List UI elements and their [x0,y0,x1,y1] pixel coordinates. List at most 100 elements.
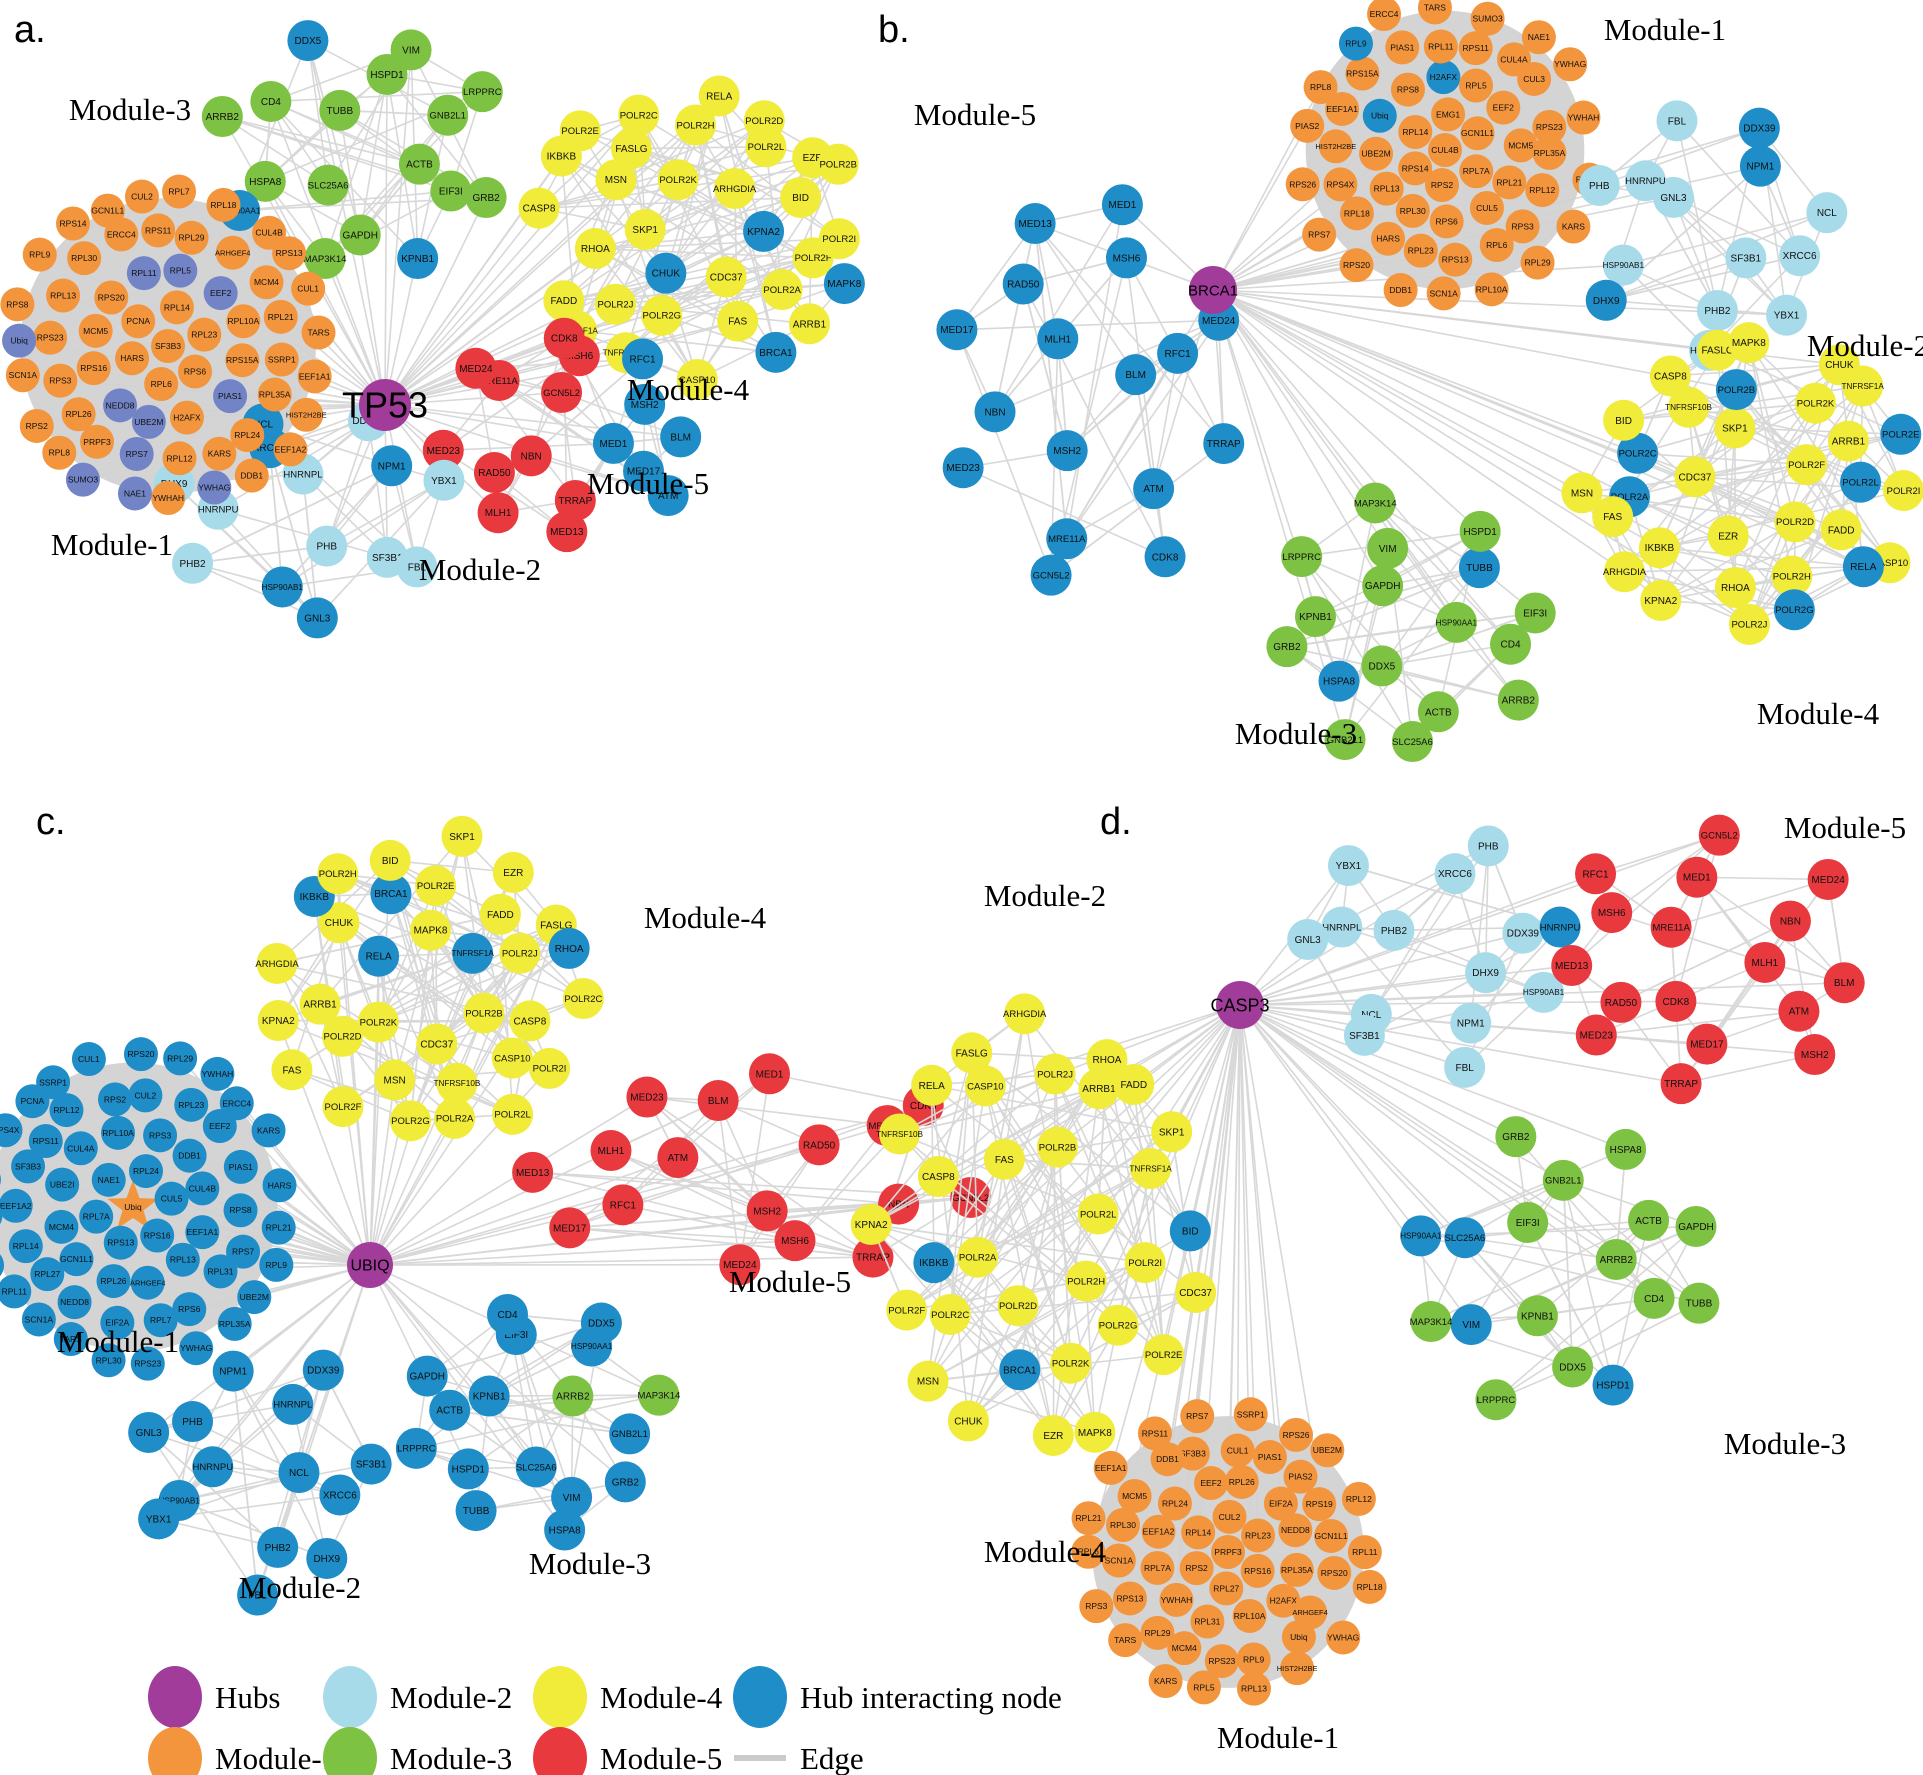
node-label: RPS3 [149,1130,171,1140]
edge [359,74,388,236]
node-label: HSPD1 [1463,527,1497,538]
edge [1239,1004,1574,1368]
node-label: HIST2H2BE [286,410,327,419]
node-label: RPL29 [1525,258,1551,268]
node-TARS [1417,0,1452,25]
node-label: MED17 [627,467,661,478]
node-label: RFC1 [1582,869,1609,880]
node-label: NAE1 [124,488,146,498]
node-ARRB2 [552,1375,594,1417]
node-RPS23 [1532,109,1567,144]
node-label: ARHGDIA [1003,1009,1047,1020]
node-label: MED13 [550,527,584,538]
node-PRPF3 [1211,1535,1245,1569]
node-GNL3 [296,597,338,639]
node-POLR2F [886,1289,928,1331]
node-RPL30 [1106,1508,1141,1543]
node-POLR2K [1795,382,1837,424]
node-EZR [1707,515,1749,557]
edge [1239,1004,1422,1237]
edge [390,859,514,874]
node-EMG1 [1431,97,1466,132]
node-label: POLR2F [1788,460,1825,471]
edge [1212,125,1308,291]
node-label: POLR2B [1718,385,1756,396]
node-TUBB [1678,1282,1720,1324]
node-POLR2A [761,269,803,311]
node-YBX1 [1766,294,1808,336]
node-HSPD1 [447,1448,489,1490]
node-DHX9 [1465,952,1507,994]
edge [538,196,801,209]
node-RPL24 [129,1154,164,1189]
node-RPL24 [1157,1486,1192,1521]
node-SLC25A6 [515,1446,557,1488]
node-label: GRB2 [1502,1132,1530,1143]
node-CDC37 [416,1023,458,1065]
edge [733,188,777,353]
edge [409,952,521,1122]
hub-label-TP53: TP53 [342,385,428,426]
node-RPS6 [1429,204,1464,239]
node-label: POLR2C [564,994,602,1005]
node-RPL27 [30,1257,65,1292]
node-MAPK8 [410,909,452,951]
node-label: PIAS1 [229,1162,253,1172]
edge [1125,257,1166,557]
node-label: CUL5 [161,1194,183,1204]
node-label: MAP3K14 [637,1390,680,1401]
edge [1670,363,1840,377]
edge [1024,1013,1191,1232]
node-label: RPS8 [229,1205,251,1215]
node-label: RPS11 [1463,43,1490,53]
node-label: PHB2 [180,559,207,570]
node-CDC37 [705,256,747,298]
node-RPS13 [272,236,307,271]
node-RPS20 [1317,1555,1352,1590]
node-label: TUBB [1686,1299,1713,1310]
node-label: YWHAH [202,1069,234,1079]
module-label-module-5: Module-5 [914,97,1036,132]
node-label: CDC37 [1679,472,1712,483]
node-MED13 [512,1151,554,1193]
node-label: Ubiq [1371,111,1389,121]
node-HARS [115,341,150,376]
node-RPS15A [1345,56,1380,91]
node-label: KPNB1 [1299,612,1332,623]
node-KARS [1556,209,1591,244]
node-RPS16 [1240,1553,1275,1588]
node-GRB2 [465,177,507,219]
node-label: POLR2C [1619,449,1657,460]
node-SF3B1 [350,1443,392,1485]
node-label: RPS3 [1512,221,1534,231]
node-label: TNFRSF10B [433,1079,480,1088]
edge [1239,834,1720,1006]
node-label: XRCC6 [323,1490,357,1501]
node-label: DDX5 [588,1319,615,1330]
node-MLH1 [1037,318,1079,360]
node-RPL13 [46,278,81,313]
labels-layer: CASP3 Module-2 Module-5 Module-3 Module-4 Mod… [984,801,1906,1755]
node-label: RPS2 [26,421,48,431]
node-label: CUL2 [135,1090,157,1100]
node-label: RPL9 [1345,39,1367,49]
node-RPL13 [1236,1671,1271,1706]
node-label: EEF1A2 [0,1201,32,1211]
node-CASP8 [917,1155,959,1197]
node-label: RPS23 [1536,122,1563,132]
legend-label: Module-1 [215,1741,337,1775]
node-label: TNFRSF10B [876,1130,923,1139]
edge [1670,878,1829,929]
edge [949,1313,1071,1364]
edge [769,1072,924,1107]
node-RPL26 [61,397,96,432]
node-BRCA1 [999,1349,1041,1391]
node-label: POLR2G [643,311,682,322]
node-label: GCN1L1 [60,1254,93,1264]
node-label: POLR2G [1775,605,1814,616]
node-POLR2L [1077,1193,1119,1235]
edge [339,110,386,406]
node-XRCC6 [1779,235,1821,277]
node-label: HNRNPL [273,1400,312,1411]
node-label: RPL10A [1476,284,1508,294]
